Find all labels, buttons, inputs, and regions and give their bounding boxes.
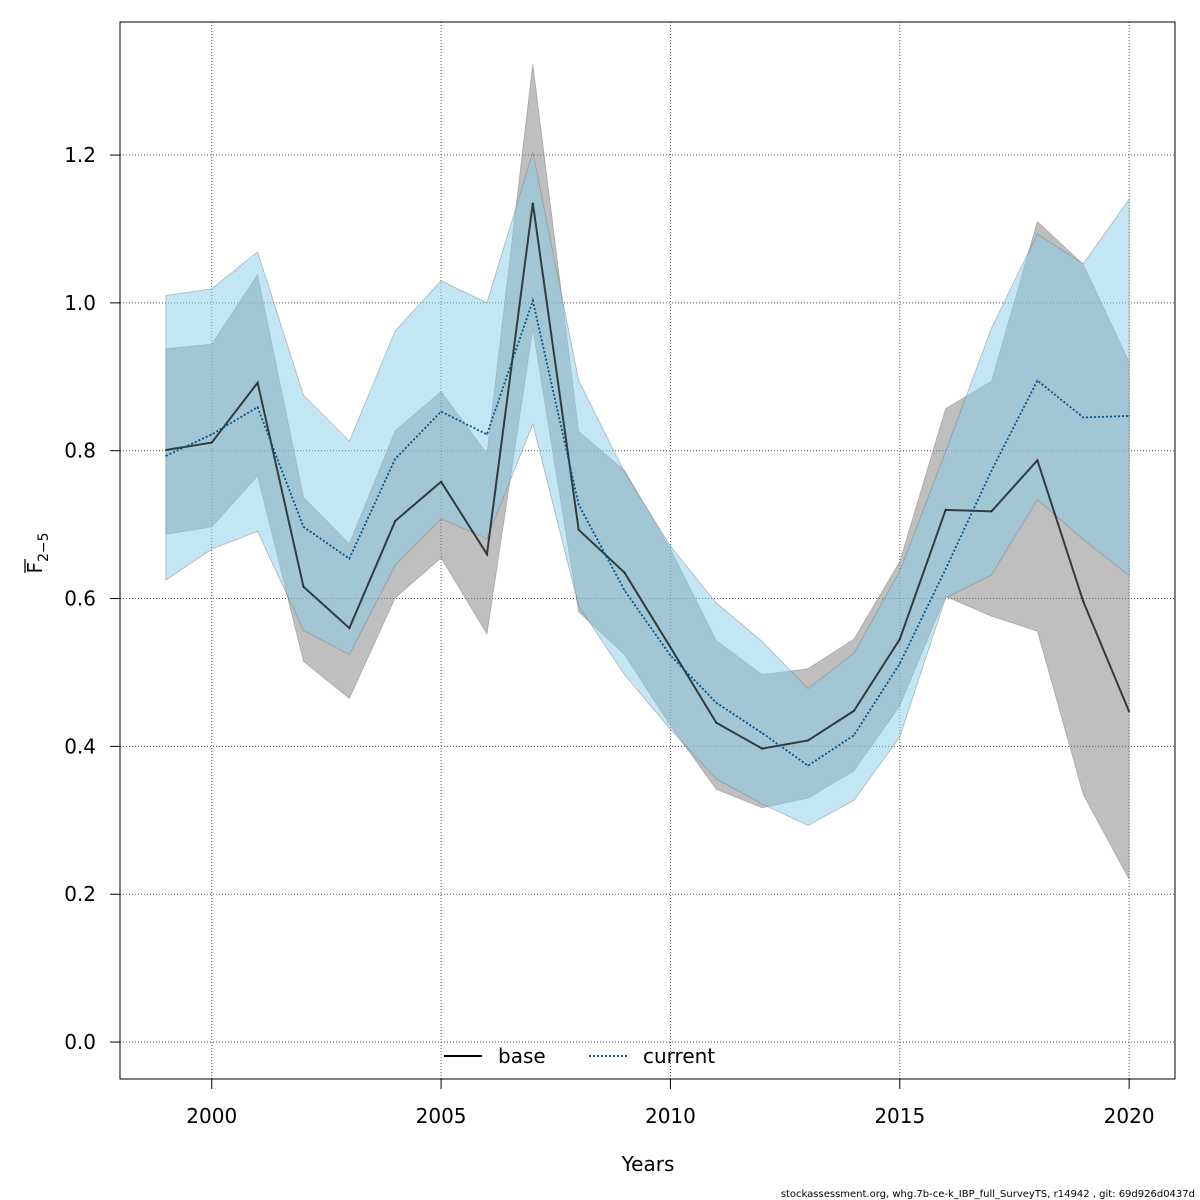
point-current-2001	[256, 406, 259, 408]
point-base-2018	[1036, 459, 1039, 462]
x-tick-label-2000: 2000	[186, 1104, 237, 1128]
x-axis: 2000 2005 2010 2015 2020	[186, 1078, 1155, 1128]
point-base-2015	[898, 638, 901, 640]
y-axis-label-subscript: 2−5	[36, 532, 52, 562]
point-base-2011	[715, 721, 718, 724]
point-current-2010	[669, 654, 672, 657]
y-tick-label-0.0: 0.0	[64, 1030, 96, 1054]
point-base-2014	[853, 710, 855, 712]
point-current-2014	[853, 734, 855, 737]
x-tick-label-2015: 2015	[874, 1104, 925, 1128]
point-current-2005	[440, 410, 442, 413]
point-base-2010	[669, 646, 672, 649]
point-current-1999	[165, 455, 167, 457]
point-current-2013	[807, 764, 809, 767]
x-tick-label-2005: 2005	[416, 1104, 467, 1128]
point-base-2007	[532, 202, 534, 204]
legend: base current	[444, 1044, 715, 1068]
footer-note: stockassessment.org, whg.7b-ce-k_IBP_ful…	[781, 1189, 1195, 1200]
point-base-2019	[1082, 600, 1085, 603]
point-base-2001	[256, 381, 259, 384]
x-axis-label: Years	[621, 1152, 675, 1176]
point-current-2006	[486, 433, 488, 436]
point-base-1999	[165, 449, 167, 451]
point-base-2003	[348, 627, 351, 629]
y-tick-label-0.8: 0.8	[64, 439, 96, 463]
y-axis: 0.0 0.2 0.4 0.6 0.8 1.0 1.2	[64, 143, 121, 1054]
point-base-2017	[990, 510, 993, 513]
y-tick-label-1.2: 1.2	[64, 143, 96, 167]
point-base-2002	[302, 585, 305, 588]
x-tick-label-2010: 2010	[645, 1104, 696, 1128]
y-tick-label-1.0: 1.0	[64, 291, 96, 315]
point-current-2015	[898, 662, 901, 665]
point-base-2012	[761, 747, 763, 750]
y-tick-label-0.2: 0.2	[64, 882, 96, 906]
point-base-2013	[807, 739, 809, 742]
point-base-2000	[210, 441, 213, 444]
y-tick-label-0.6: 0.6	[64, 587, 96, 611]
point-current-2009	[623, 589, 626, 592]
point-current-2004	[394, 458, 397, 460]
point-base-2016	[944, 509, 947, 511]
point-current-2002	[302, 526, 305, 528]
point-base-2004	[394, 520, 397, 522]
point-current-2007	[532, 299, 534, 302]
point-current-2011	[715, 701, 718, 704]
line-base	[165, 202, 1131, 750]
point-base-2008	[577, 529, 580, 531]
point-current-2017	[990, 469, 993, 472]
point-current-2000	[210, 433, 213, 436]
legend-current-label: current	[643, 1044, 715, 1068]
series-lines	[165, 202, 1131, 767]
svg-text:F2−5: F2−5	[23, 532, 52, 573]
point-current-2018	[1036, 379, 1039, 382]
point-base-2009	[623, 571, 626, 574]
point-current-2016	[944, 568, 947, 570]
point-base-2006	[486, 553, 488, 555]
point-current-2019	[1082, 416, 1085, 419]
point-current-2020	[1128, 415, 1130, 417]
point-base-2020	[1128, 710, 1130, 713]
y-axis-label-main: F	[23, 562, 47, 574]
y-tick-label-0.4: 0.4	[64, 734, 96, 758]
point-current-2003	[348, 557, 351, 560]
point-base-2005	[440, 480, 442, 483]
legend-base-label: base	[498, 1044, 546, 1068]
point-current-2008	[577, 503, 580, 506]
x-tick-label-2020: 2020	[1104, 1104, 1155, 1128]
point-current-2012	[761, 732, 763, 734]
y-axis-label: F2−5	[23, 532, 52, 573]
line-current	[165, 297, 1130, 767]
